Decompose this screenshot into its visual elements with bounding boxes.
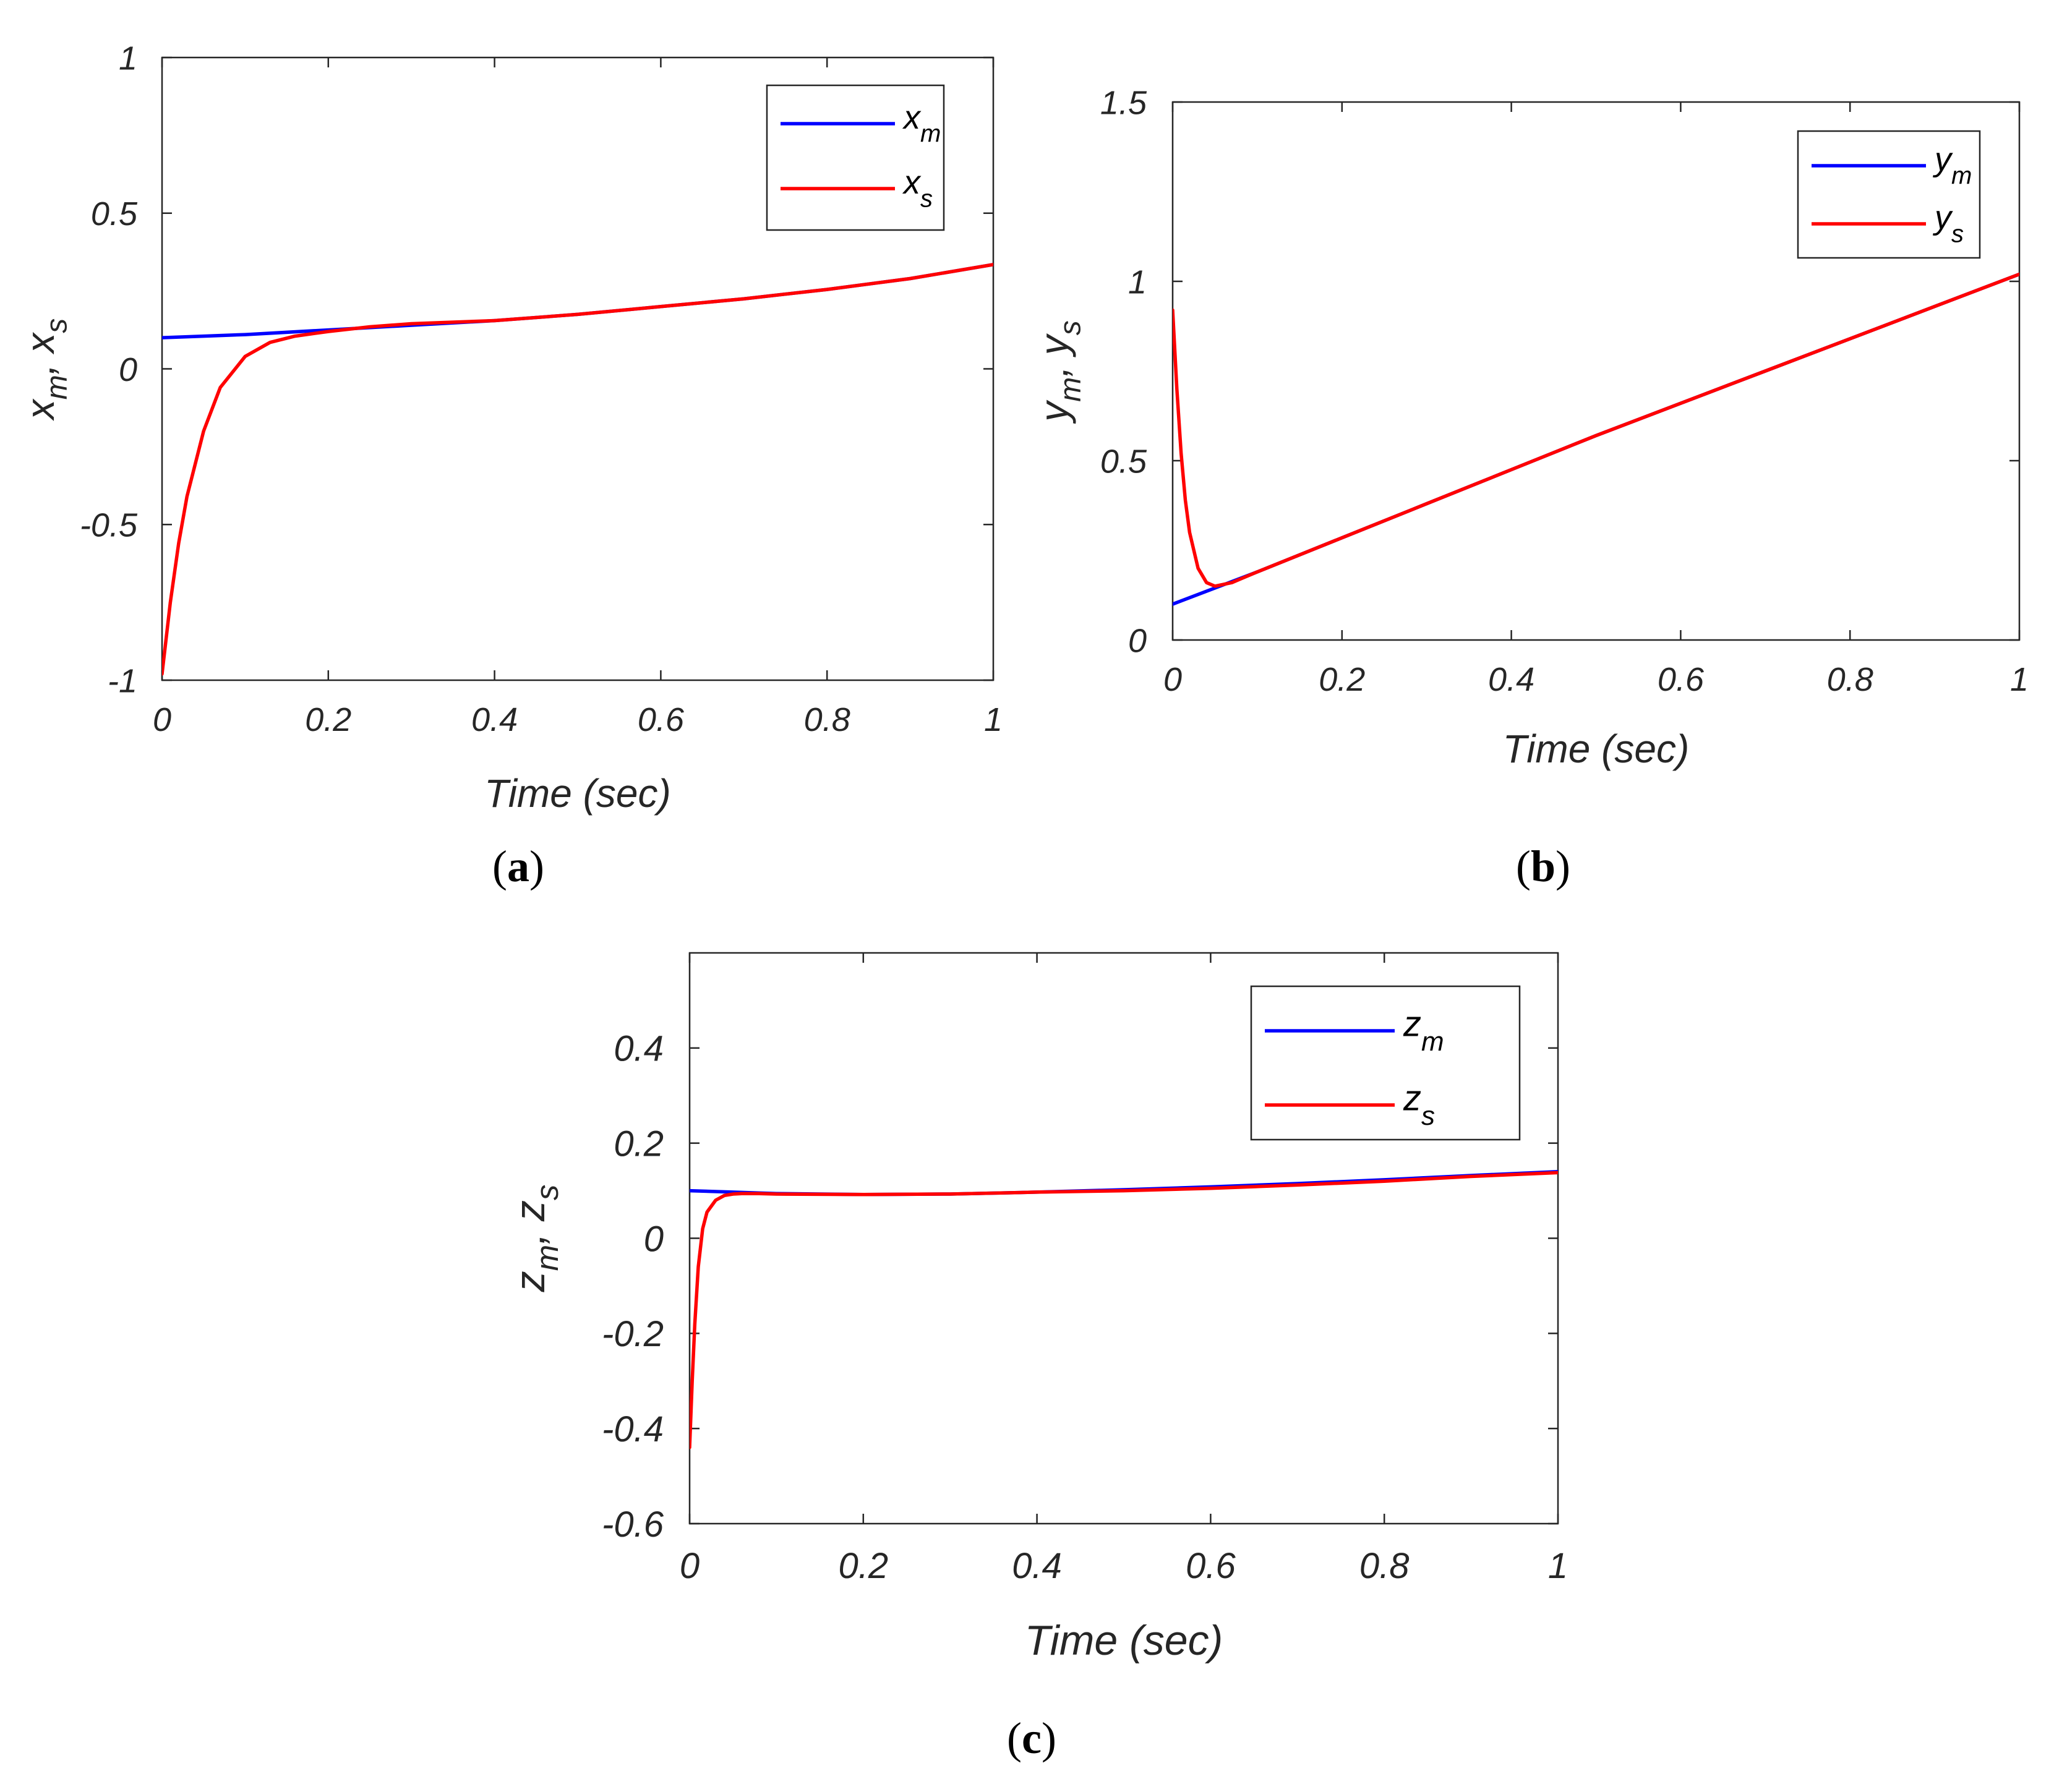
chart-a: 0 0.2 0.4 0.6 0.8 1 -1 -0.5 0 0.5 1 Time (sec) xm, x…: [18, 40, 1003, 816]
y-tick-label: 0: [1128, 622, 1147, 659]
x-tick-label: 0.4: [471, 701, 518, 738]
series-line-zs: [690, 1171, 1558, 1449]
x-tick-label: 0.4: [1012, 1546, 1062, 1586]
series-line-ys: [1173, 272, 2019, 588]
y-tick-label: 0.5: [1100, 443, 1147, 480]
y-axis-label: ym, ys: [1032, 320, 1087, 424]
legend: zm zs: [1250, 985, 1521, 1141]
legend-label-xs: xs: [902, 164, 933, 213]
x-axis-label: Time (sec): [1025, 1617, 1223, 1664]
x-tick-label: 0.8: [804, 701, 850, 738]
x-tick-label: 0.6: [1658, 661, 1705, 698]
y-tick-label: 1: [1128, 263, 1147, 301]
y-tick-label: 1: [119, 40, 137, 77]
x-tick-label: 0: [153, 701, 171, 738]
x-tick-label: 0.8: [1827, 661, 1873, 698]
y-tick-label: 0.5: [91, 195, 138, 233]
x-tick-label: 1: [1548, 1546, 1568, 1586]
legend: xm xs: [766, 84, 945, 231]
x-tick-label: 0.2: [305, 701, 351, 738]
x-tick-label: 0: [680, 1546, 700, 1586]
y-tick-label: 1.5: [1100, 84, 1147, 121]
y-tick-label: -0.6: [602, 1504, 664, 1545]
legend-label-ys: ys: [1932, 199, 1964, 248]
legend-box: [1250, 985, 1521, 1141]
legend-label-zs: zs: [1403, 1078, 1435, 1131]
x-tick-label: 0.4: [1488, 661, 1534, 698]
y-axis-label: zm, zs: [507, 1185, 565, 1293]
x-tick-label: 1: [984, 701, 1003, 738]
x-tick-label: 0: [1163, 661, 1182, 698]
y-tick-label: -1: [108, 662, 137, 699]
x-axis-label: Time (sec): [484, 771, 671, 816]
y-tick-label: -0.4: [602, 1409, 664, 1449]
x-axis-label: Time (sec): [1503, 727, 1690, 771]
x-tick-label: 0.6: [638, 701, 685, 738]
y-axis-label: xm, xs: [18, 318, 73, 422]
x-tick-label: 0.2: [1319, 661, 1365, 698]
y-tick-label: 0: [644, 1219, 664, 1259]
legend-label-xm: xm: [902, 99, 941, 148]
chart-b: 0 0.2 0.4 0.6 0.8 1 0 0.5 1 1.5 Time (sec) ym, ys ym…: [1032, 84, 2029, 771]
y-tick-label: 0: [119, 351, 137, 388]
legend: ym ys: [1797, 130, 1981, 259]
subfigure-caption: (c): [1007, 1713, 1056, 1763]
subfigure-caption: (b): [1516, 842, 1570, 891]
legend-label-zm: zm: [1403, 1004, 1444, 1057]
x-tick-label: 0.2: [838, 1546, 888, 1586]
legend-box: [766, 84, 945, 231]
y-tick-label: -0.2: [602, 1314, 664, 1354]
x-tick-label: 0.8: [1359, 1546, 1410, 1586]
subfigure-caption: (a): [492, 842, 544, 891]
y-tick-label: -0.5: [80, 507, 138, 544]
legend-box: [1797, 130, 1981, 259]
x-tick-label: 1: [2010, 661, 2029, 698]
series-line-xs: [162, 263, 993, 676]
y-tick-label: 0.2: [614, 1124, 664, 1164]
legend-label-ym: ym: [1932, 141, 1972, 190]
y-tick-label: 0.4: [614, 1029, 664, 1069]
x-tick-label: 0.6: [1186, 1546, 1236, 1586]
chart-c: 0 0.2 0.4 0.6 0.8 1 -0.6 -0.4 -0.2 0 0.2 0.4 Time (s…: [507, 952, 1568, 1664]
